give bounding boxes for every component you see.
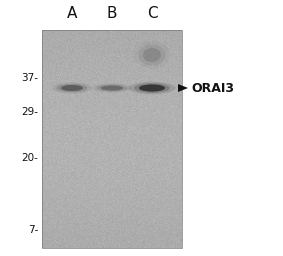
Text: 20-: 20- xyxy=(21,153,38,163)
Ellipse shape xyxy=(97,84,127,91)
Text: 7-: 7- xyxy=(28,225,38,235)
Text: C: C xyxy=(147,6,157,22)
Text: ORAI3: ORAI3 xyxy=(191,81,234,94)
Bar xyxy=(42,30,182,248)
Ellipse shape xyxy=(134,41,170,69)
Ellipse shape xyxy=(57,84,87,92)
Ellipse shape xyxy=(139,84,165,91)
Ellipse shape xyxy=(101,86,123,91)
Text: B: B xyxy=(107,6,117,22)
Ellipse shape xyxy=(61,85,83,91)
Ellipse shape xyxy=(138,45,166,66)
Ellipse shape xyxy=(134,83,170,93)
Ellipse shape xyxy=(101,86,123,91)
Ellipse shape xyxy=(52,83,92,93)
Ellipse shape xyxy=(92,83,132,92)
Ellipse shape xyxy=(139,84,165,91)
Text: 29-: 29- xyxy=(21,107,38,117)
Polygon shape xyxy=(178,84,188,92)
Text: A: A xyxy=(67,6,77,22)
Text: 37-: 37- xyxy=(21,73,38,83)
Ellipse shape xyxy=(128,82,175,94)
Ellipse shape xyxy=(61,85,83,91)
Ellipse shape xyxy=(143,48,161,62)
